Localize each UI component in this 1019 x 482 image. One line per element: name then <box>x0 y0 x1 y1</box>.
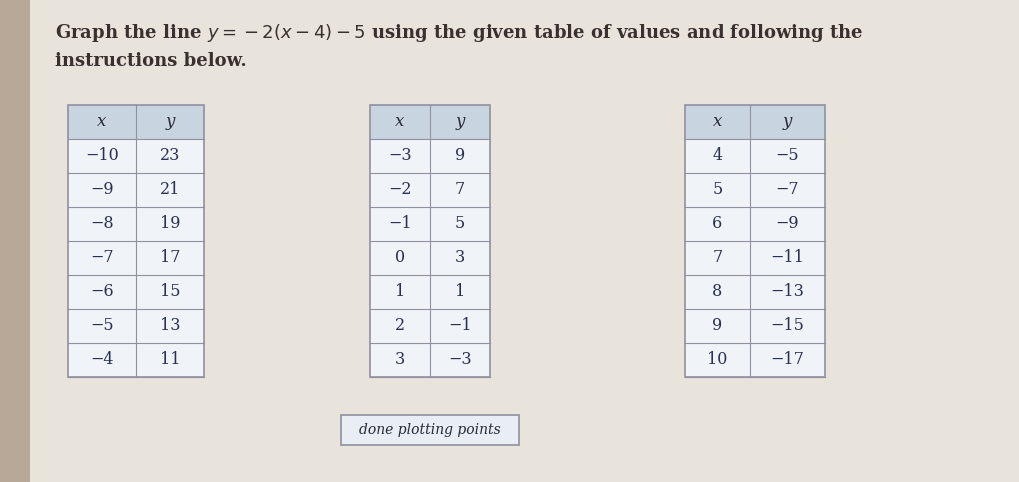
Text: −1: −1 <box>388 215 412 232</box>
Text: −2: −2 <box>388 182 412 199</box>
Text: −3: −3 <box>447 351 472 369</box>
Bar <box>685 139 824 377</box>
Text: 5: 5 <box>711 182 721 199</box>
Text: 1: 1 <box>394 283 405 300</box>
Text: 3: 3 <box>394 351 405 369</box>
Text: 9: 9 <box>454 147 465 164</box>
Bar <box>370 105 489 139</box>
Text: 7: 7 <box>711 250 721 267</box>
Text: −9: −9 <box>774 215 799 232</box>
Text: instructions below.: instructions below. <box>55 52 247 70</box>
Text: −7: −7 <box>774 182 799 199</box>
Bar <box>0 0 30 482</box>
Text: 1: 1 <box>454 283 465 300</box>
Text: −8: −8 <box>90 215 114 232</box>
Text: 7: 7 <box>454 182 465 199</box>
Text: done plotting points: done plotting points <box>359 423 500 437</box>
Bar <box>370 105 489 377</box>
Text: 21: 21 <box>160 182 180 199</box>
Text: y: y <box>782 113 792 131</box>
Text: −15: −15 <box>769 318 804 335</box>
Text: 10: 10 <box>706 351 727 369</box>
Text: −5: −5 <box>90 318 114 335</box>
Text: −17: −17 <box>769 351 804 369</box>
Bar <box>68 139 204 377</box>
Text: −6: −6 <box>90 283 114 300</box>
Text: y: y <box>454 113 465 131</box>
Bar <box>340 415 519 445</box>
Text: 0: 0 <box>394 250 405 267</box>
Text: x: x <box>395 113 405 131</box>
Text: 8: 8 <box>711 283 721 300</box>
Text: 3: 3 <box>454 250 465 267</box>
Text: 15: 15 <box>160 283 180 300</box>
Text: −7: −7 <box>90 250 114 267</box>
Text: x: x <box>97 113 107 131</box>
Bar <box>68 105 204 139</box>
Text: y: y <box>165 113 174 131</box>
Bar <box>370 139 489 377</box>
Text: 17: 17 <box>160 250 180 267</box>
Text: −3: −3 <box>388 147 412 164</box>
Bar <box>685 105 824 377</box>
Text: −1: −1 <box>447 318 472 335</box>
Text: 11: 11 <box>160 351 180 369</box>
Bar <box>685 105 824 139</box>
Text: −4: −4 <box>90 351 114 369</box>
Text: −9: −9 <box>90 182 114 199</box>
Text: −5: −5 <box>774 147 799 164</box>
Text: x: x <box>712 113 721 131</box>
Text: 13: 13 <box>160 318 180 335</box>
Text: −13: −13 <box>769 283 804 300</box>
Text: 23: 23 <box>160 147 180 164</box>
Text: −10: −10 <box>85 147 119 164</box>
Text: 9: 9 <box>711 318 721 335</box>
Text: 4: 4 <box>711 147 721 164</box>
Bar <box>68 105 204 377</box>
Text: 5: 5 <box>454 215 465 232</box>
Text: −11: −11 <box>769 250 804 267</box>
Text: 6: 6 <box>711 215 721 232</box>
Text: 2: 2 <box>394 318 405 335</box>
Text: Graph the line $y=-2(x-4)-5$ using the given table of values and following the: Graph the line $y=-2(x-4)-5$ using the g… <box>55 22 863 44</box>
Text: 19: 19 <box>160 215 180 232</box>
